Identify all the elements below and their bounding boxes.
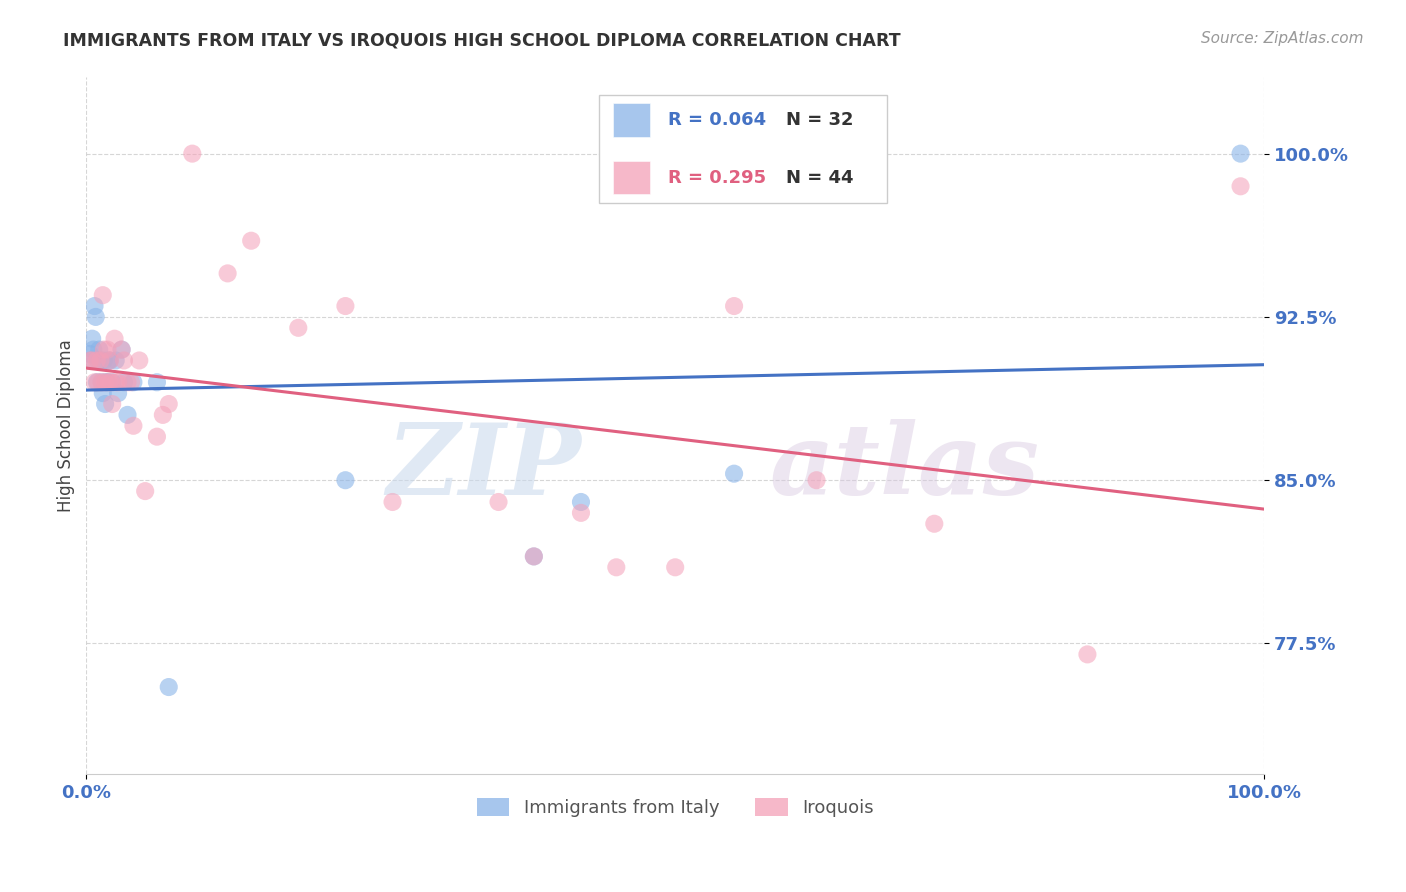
Point [335, 473, 357, 487]
Text: N = 44: N = 44 [786, 169, 853, 186]
Point [806, 473, 828, 487]
Point [80, 353, 103, 368]
Point [122, 376, 145, 390]
Point [104, 376, 127, 390]
Point [91, 386, 114, 401]
Legend: Immigrants from Italy, Iroquois: Immigrants from Italy, Iroquois [470, 790, 882, 824]
Point [97, 376, 120, 390]
Point [664, 560, 686, 574]
Point [87, 353, 110, 368]
Point [924, 516, 946, 531]
Point [112, 353, 135, 368]
Point [723, 467, 745, 481]
Point [1229, 146, 1251, 161]
Point [104, 353, 127, 368]
Point [605, 560, 627, 574]
Point [82, 353, 104, 368]
Text: atlas: atlas [769, 419, 1039, 516]
Point [83, 376, 105, 390]
Point [89, 353, 111, 368]
Point [101, 376, 124, 390]
Point [523, 549, 546, 564]
Point [90, 376, 112, 390]
Point [111, 343, 134, 357]
Point [569, 506, 592, 520]
Point [90, 376, 112, 390]
Point [107, 376, 129, 390]
Text: ZIP: ZIP [387, 419, 581, 516]
Point [107, 386, 129, 401]
Point [112, 376, 135, 390]
Point [83, 299, 105, 313]
Point [217, 266, 239, 280]
Point [82, 332, 104, 346]
Point [523, 549, 546, 564]
Text: IMMIGRANTS FROM ITALY VS IROQUOIS HIGH SCHOOL DIPLOMA CORRELATION CHART: IMMIGRANTS FROM ITALY VS IROQUOIS HIGH S… [63, 31, 901, 49]
Point [287, 321, 309, 335]
Point [103, 332, 125, 346]
Point [82, 343, 104, 357]
Point [89, 353, 111, 368]
Point [93, 353, 115, 368]
Point [181, 146, 204, 161]
Point [723, 299, 745, 313]
Point [86, 376, 108, 390]
Point [98, 353, 121, 368]
Point [89, 343, 111, 357]
Text: R = 0.064: R = 0.064 [668, 111, 766, 129]
FancyBboxPatch shape [613, 161, 651, 194]
Point [94, 376, 117, 390]
Text: N = 32: N = 32 [786, 111, 853, 129]
Point [100, 376, 122, 390]
Point [96, 376, 118, 390]
Point [240, 234, 263, 248]
Point [79, 347, 101, 361]
Point [96, 343, 118, 357]
Point [86, 353, 108, 368]
Point [488, 495, 510, 509]
Point [157, 397, 180, 411]
Point [1229, 179, 1251, 194]
FancyBboxPatch shape [599, 95, 887, 202]
Point [91, 288, 114, 302]
Point [146, 430, 169, 444]
Point [134, 484, 156, 499]
Text: R = 0.295: R = 0.295 [668, 169, 766, 186]
Point [146, 376, 169, 390]
Point [569, 495, 592, 509]
Point [381, 495, 404, 509]
Point [117, 408, 139, 422]
Point [98, 353, 121, 368]
Point [84, 310, 107, 324]
Point [122, 418, 145, 433]
Point [93, 343, 115, 357]
Point [97, 353, 120, 368]
Point [1076, 648, 1098, 662]
Point [87, 376, 110, 390]
Point [128, 353, 150, 368]
Text: Source: ZipAtlas.com: Source: ZipAtlas.com [1201, 31, 1364, 46]
Point [79, 353, 101, 368]
FancyBboxPatch shape [613, 103, 651, 136]
Point [94, 397, 117, 411]
Point [96, 376, 118, 390]
Point [101, 397, 124, 411]
Point [152, 408, 174, 422]
Point [111, 343, 134, 357]
Point [335, 299, 357, 313]
Point [120, 376, 142, 390]
Y-axis label: High School Diploma: High School Diploma [58, 340, 75, 512]
Point [157, 680, 180, 694]
Point [117, 376, 139, 390]
